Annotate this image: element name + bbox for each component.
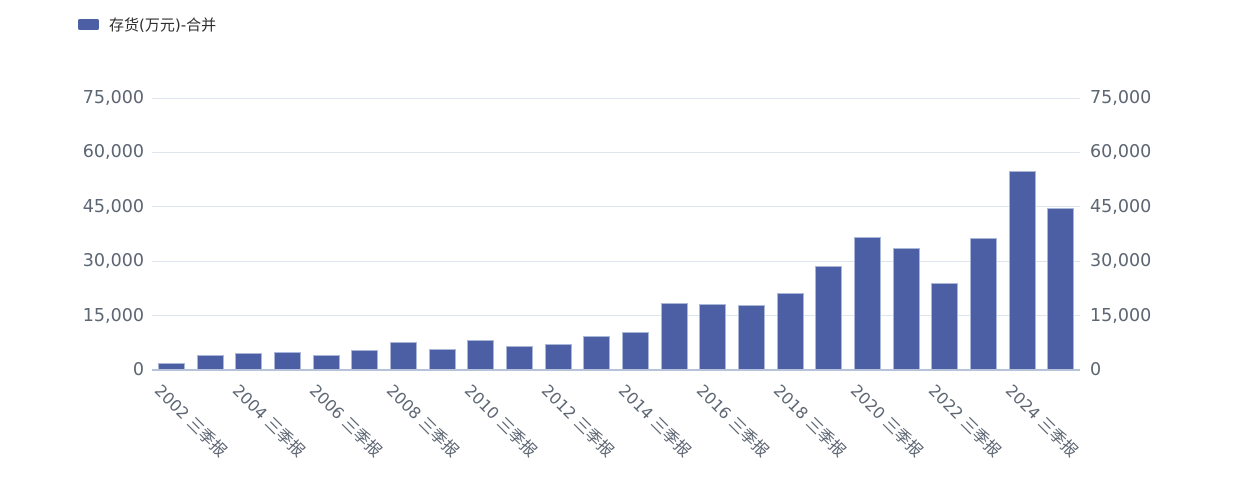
y-tick-label-right: 15,000 (1090, 305, 1152, 326)
legend-item-inventory[interactable]: 存货(万元)-合并 (78, 14, 216, 35)
x-tick-label: 2004 三季报 (228, 380, 309, 461)
y-tick-label-left: 45,000 (82, 196, 144, 217)
bar-2006[interactable] (312, 354, 340, 369)
bar-2014[interactable] (621, 332, 649, 369)
x-tick-label: 2024 三季报 (1001, 380, 1082, 461)
legend-swatch-icon (78, 19, 99, 30)
y-tick-label-left: 30,000 (82, 251, 144, 272)
x-tick-label: 2012 三季报 (537, 380, 618, 461)
bar-2025[interactable] (1047, 207, 1075, 369)
bar-2007[interactable] (351, 349, 379, 369)
x-tick-label: 2018 三季报 (769, 380, 850, 461)
bar-2020[interactable] (853, 236, 881, 369)
gridline (152, 315, 1080, 317)
y-tick-label-left: 0 (132, 360, 144, 380)
y-tick-label-right: 60,000 (1090, 142, 1152, 163)
x-tick-label: 2010 三季报 (460, 380, 541, 461)
x-tick-label: 2020 三季报 (847, 380, 927, 461)
y-tick-label-right: 75,000 (1090, 88, 1152, 108)
y-tick-label-right: 0 (1090, 360, 1102, 380)
gridline (152, 151, 1080, 153)
y-tick-label-right: 45,000 (1090, 196, 1152, 217)
bar-2005[interactable] (273, 352, 301, 369)
bar-2004[interactable] (235, 353, 263, 369)
bar-2024[interactable] (1008, 171, 1036, 369)
x-tick-label: 2006 三季报 (305, 380, 386, 461)
legend-label: 存货(万元)-合并 (109, 16, 217, 34)
x-tick-label: 2008 三季报 (383, 380, 463, 461)
x-tick-label: 2014 三季报 (615, 380, 695, 461)
bar-2011[interactable] (505, 346, 533, 369)
bar-2019[interactable] (815, 266, 843, 369)
bar-2018[interactable] (776, 293, 804, 369)
gridline (152, 206, 1080, 208)
y-tick-label-left: 75,000 (82, 88, 144, 108)
bar-2009[interactable] (428, 348, 456, 369)
bar-2021[interactable] (892, 247, 920, 369)
bar-2022[interactable] (931, 283, 959, 369)
bar-2015[interactable] (660, 303, 688, 369)
x-tick-label: 2022 三季报 (924, 380, 1005, 461)
plot-area (152, 97, 1080, 371)
x-axis-line (152, 369, 1080, 371)
bar-2023[interactable] (969, 237, 997, 369)
y-tick-label-left: 60,000 (82, 142, 144, 163)
x-tick-label: 2002 三季报 (151, 380, 231, 461)
bar-2003[interactable] (196, 354, 224, 369)
bar-2013[interactable] (583, 335, 611, 369)
bar-2010[interactable] (467, 340, 495, 369)
bar-2017[interactable] (737, 305, 765, 369)
bar-2016[interactable] (699, 304, 727, 369)
bar-2012[interactable] (544, 343, 572, 369)
y-tick-label-left: 15,000 (82, 305, 144, 326)
gridline (152, 260, 1080, 262)
gridline (152, 97, 1080, 99)
bar-2008[interactable] (389, 341, 417, 369)
y-tick-label-right: 30,000 (1090, 251, 1152, 272)
x-tick-label: 2016 三季报 (692, 380, 773, 461)
bar-2002[interactable] (157, 363, 185, 369)
